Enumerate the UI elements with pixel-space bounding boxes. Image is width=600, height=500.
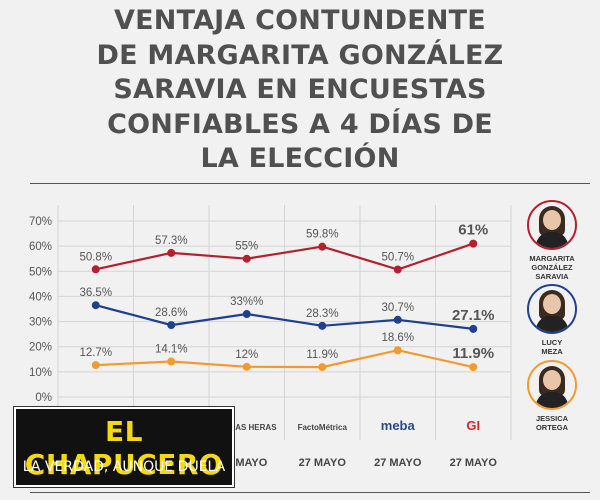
data-label: 61% bbox=[458, 222, 488, 239]
data-label: 30.7% bbox=[381, 302, 414, 314]
data-label: 12.7% bbox=[79, 347, 112, 359]
data-point bbox=[242, 254, 251, 263]
data-point bbox=[242, 362, 251, 371]
y-tick-label: 70% bbox=[29, 216, 52, 228]
x-category-label: 27 MAYO bbox=[374, 457, 422, 469]
title-line: SARAVIA EN ENCUESTAS bbox=[113, 74, 487, 105]
data-point bbox=[167, 248, 176, 257]
data-point bbox=[318, 363, 327, 372]
divider bbox=[30, 492, 590, 493]
candidate-name: LUCY MEZA bbox=[541, 338, 563, 356]
avatar bbox=[527, 284, 577, 334]
title-line: LA ELECCIÓN bbox=[200, 143, 400, 174]
x-category-label: 27 MAYO bbox=[299, 457, 347, 469]
data-point bbox=[167, 321, 176, 330]
data-label: 50.7% bbox=[381, 252, 414, 264]
y-tick-label: 40% bbox=[29, 291, 52, 303]
series-line bbox=[95, 242, 474, 271]
x-category-label: 1 MAYO bbox=[226, 457, 268, 469]
data-point bbox=[91, 361, 100, 370]
brand-name: EL CHAPUCERO bbox=[24, 415, 224, 481]
data-label: 36.5% bbox=[79, 287, 112, 299]
data-label: 55% bbox=[235, 241, 258, 253]
title-line: DE MARGARITA GONZÁLEZ bbox=[96, 39, 504, 71]
data-label: 50.8% bbox=[79, 251, 112, 263]
data-point bbox=[469, 324, 478, 333]
data-point bbox=[469, 239, 478, 248]
data-point bbox=[318, 242, 327, 251]
data-point bbox=[393, 346, 402, 355]
data-label: 12% bbox=[235, 349, 258, 361]
data-label: 28.6% bbox=[155, 307, 188, 319]
y-tick-label: 60% bbox=[29, 241, 52, 253]
brand-logo: EL CHAPUCERO LA VERDAD, AUNQUE DUELA bbox=[14, 407, 234, 487]
data-label: 59.8% bbox=[306, 229, 339, 241]
candidate-name: MARGARITA GONZÁLEZ SARAVIA bbox=[529, 254, 575, 281]
candidate-margarita: MARGARITA GONZÁLEZ SARAVIA bbox=[512, 200, 592, 281]
title-line: VENTAJA CONTUNDENTE bbox=[114, 5, 486, 36]
data-point bbox=[393, 315, 402, 324]
y-tick-label: 30% bbox=[29, 317, 52, 329]
data-label: 27.1% bbox=[452, 307, 495, 324]
avatar bbox=[527, 360, 577, 410]
series-line bbox=[95, 349, 474, 369]
candidate-lucy: LUCY MEZA bbox=[512, 284, 592, 356]
data-point bbox=[469, 363, 478, 372]
y-tick-label: 0% bbox=[35, 392, 52, 404]
title-line: CONFIABLES A 4 DÍAS DE bbox=[107, 108, 493, 140]
data-point bbox=[91, 301, 100, 310]
page-title: VENTAJA CONTUNDENTE DE MARGARITA GONZÁLE… bbox=[40, 4, 560, 177]
data-point bbox=[393, 265, 402, 274]
brand-tagline: LA VERDAD, AUNQUE DUELA bbox=[22, 459, 226, 475]
y-tick-label: 50% bbox=[29, 266, 52, 278]
pollster-label: meba bbox=[381, 418, 416, 433]
data-label: 57.3% bbox=[155, 235, 188, 247]
candidate-name: JESSICA ORTEGA bbox=[535, 414, 569, 432]
x-category-label: 27 MAYO bbox=[450, 457, 498, 469]
pollster-label: DE LAS HERAS bbox=[217, 423, 277, 432]
data-label: 11.9% bbox=[452, 345, 494, 362]
data-point bbox=[91, 265, 100, 274]
data-label: 28.3% bbox=[306, 308, 339, 320]
avatar bbox=[527, 200, 577, 250]
pollster-label: FactoMétrica bbox=[298, 423, 348, 432]
y-tick-label: 10% bbox=[29, 367, 52, 379]
pollster-label: GI bbox=[466, 418, 480, 433]
data-point bbox=[318, 321, 327, 330]
y-tick-label: 20% bbox=[29, 342, 52, 354]
data-label: 14.1% bbox=[155, 344, 188, 356]
data-label: 18.6% bbox=[381, 332, 414, 344]
divider bbox=[30, 183, 590, 184]
data-point bbox=[167, 357, 176, 366]
candidate-jessica: JESSICA ORTEGA bbox=[512, 360, 592, 432]
series-line bbox=[95, 304, 474, 330]
data-label: 11.9% bbox=[306, 349, 338, 361]
data-point bbox=[242, 310, 251, 319]
data-label: 33%% bbox=[230, 296, 263, 308]
